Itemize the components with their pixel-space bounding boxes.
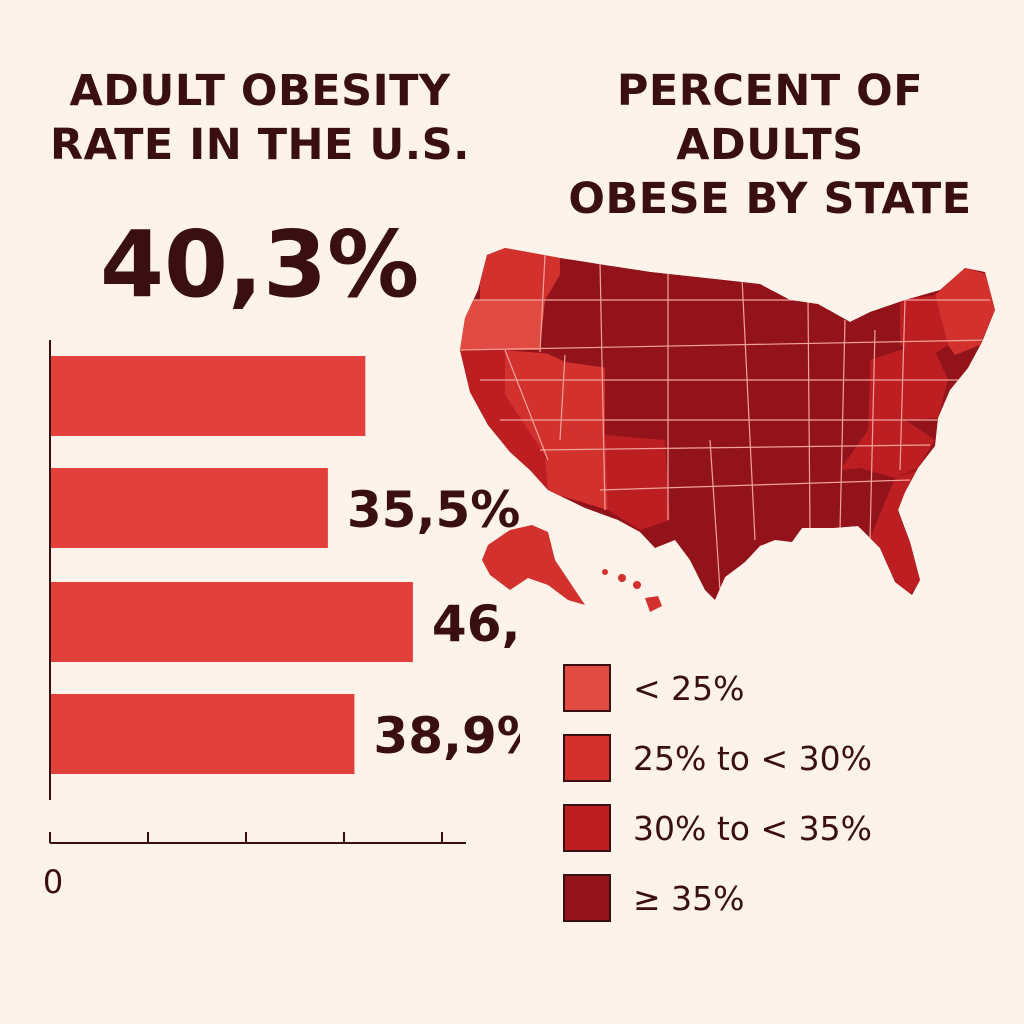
legend-swatch [563, 734, 611, 782]
state-midwest-south [740, 280, 812, 540]
state-dakotas-nebraska [668, 272, 742, 382]
x-ticks-group: 0 [43, 832, 443, 901]
bar-chart: 35,5% 46,4% 38,9% 0 [43, 340, 520, 901]
state-carolinas [840, 420, 935, 478]
state-florida [870, 470, 920, 600]
hawaii-island [645, 596, 662, 612]
bar-label-1: 35,5% [347, 481, 520, 539]
bar-label-3: 38,9% [373, 707, 520, 765]
state-washington [480, 248, 560, 300]
legend-item: 25% to < 30% [563, 732, 872, 784]
legend-item: 30% to < 35% [563, 802, 872, 854]
hawaii-island [602, 569, 608, 575]
border-line [741, 277, 756, 541]
legend-label: < 25% [633, 668, 745, 708]
hawaii-island [633, 581, 641, 589]
legend-swatch [563, 804, 611, 852]
border-line [899, 299, 906, 471]
border-line [599, 479, 911, 491]
left-title-line2: RATE IN THE U.S. [50, 120, 470, 170]
state-arizona [545, 430, 608, 510]
state-new-england [935, 268, 995, 355]
bar-label-2: 46,4% [432, 595, 520, 653]
bar-3 [51, 694, 355, 774]
hawaii-island [618, 574, 626, 582]
legend-label: ≥ 35% [633, 878, 745, 918]
state-kansas-oklahoma [665, 378, 755, 448]
state-mid-atlantic [868, 340, 948, 430]
legend-label: 25% to < 30% [633, 738, 872, 778]
left-title: ADULT OBESITY RATE IN THE U.S. [40, 64, 480, 172]
border-line [599, 261, 606, 511]
border-line [709, 439, 721, 591]
map-legend: < 25% 25% to < 30% 30% to < 35% ≥ 35% [563, 662, 872, 942]
right-title-line1: PERCENT OF ADULTS [616, 66, 924, 170]
border-line [807, 299, 811, 531]
state-wyoming [600, 320, 668, 378]
headline-value: 40,3% [100, 211, 420, 318]
state-idaho [540, 258, 600, 362]
state-colorado [605, 372, 665, 440]
state-utah [560, 362, 608, 435]
border-line [559, 354, 566, 441]
border-line [539, 254, 546, 353]
right-title: PERCENT OF ADULTS OBESE BY STATE [520, 64, 1020, 226]
border-line [539, 444, 931, 451]
border-line [460, 339, 991, 351]
legend-swatch [563, 664, 611, 712]
state-texas [665, 440, 760, 590]
x-tick-label-0: 0 [43, 863, 63, 901]
state-new-york [900, 295, 948, 360]
bar-1 [51, 468, 328, 548]
legend-label: 30% to < 35% [633, 808, 872, 848]
border-line [504, 349, 549, 461]
contiguous-us [460, 248, 995, 600]
right-title-line2: OBESE BY STATE [568, 174, 972, 224]
state-nevada [505, 350, 565, 460]
state-regions [460, 248, 995, 600]
hawaii [602, 569, 662, 612]
border-line [869, 329, 876, 541]
border-line [839, 319, 846, 531]
bar-2 [51, 582, 413, 662]
state-oregon [460, 300, 545, 350]
legend-item: < 25% [563, 662, 872, 714]
legend-item: ≥ 35% [563, 872, 872, 924]
bar-0 [51, 356, 366, 436]
bars-group: 35,5% 46,4% 38,9% [51, 356, 520, 774]
state-montana [600, 265, 670, 320]
left-title-line1: ADULT OBESITY [69, 66, 451, 116]
alaska [482, 525, 585, 605]
state-new-mexico [605, 435, 670, 530]
state-borders [460, 254, 991, 591]
legend-swatch [563, 874, 611, 922]
